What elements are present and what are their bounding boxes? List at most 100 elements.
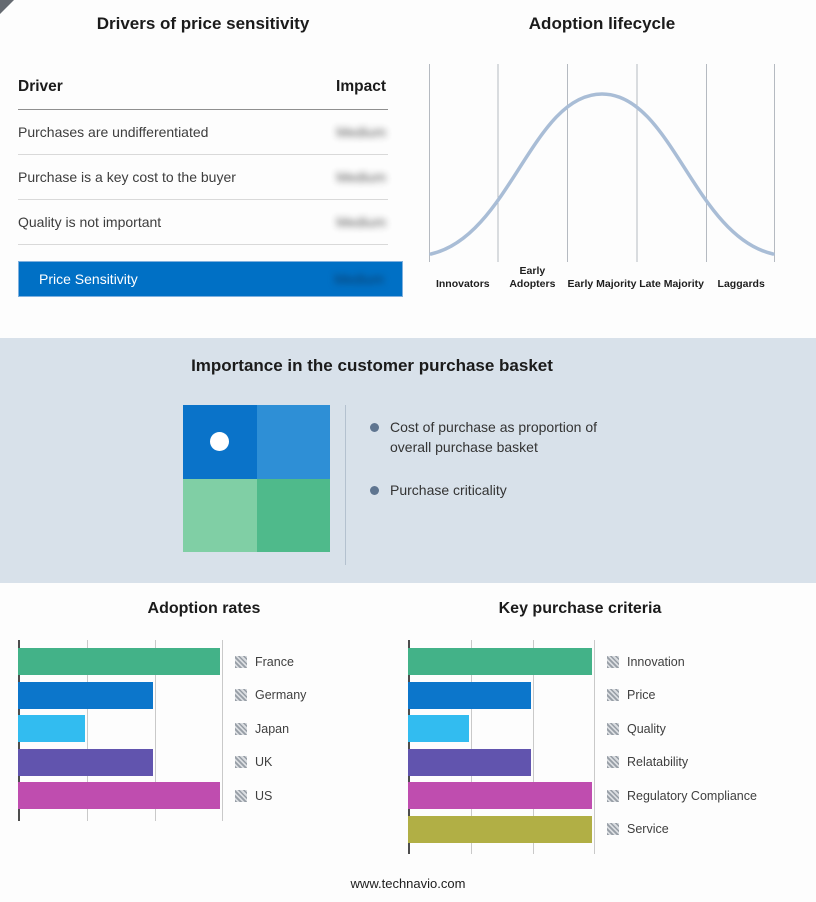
- bar-row: US: [18, 779, 390, 813]
- table-row: Purchase is a key cost to the buyer Medi…: [18, 155, 388, 200]
- legend-item: Innovation: [607, 655, 685, 669]
- driver-cell: Quality is not important: [18, 214, 162, 230]
- legend-swatch-icon: [235, 689, 247, 702]
- bar-row: Innovation: [408, 645, 812, 679]
- bell-curve: [429, 92, 775, 256]
- plot-area: Innovation Price Quality: [408, 638, 812, 854]
- legend-label: Service: [627, 822, 669, 837]
- quadrant-bottom-right: [256, 478, 330, 552]
- impact-value-blurred: Medium: [336, 214, 386, 230]
- key-purchase-criteria-chart: Key purchase criteria Innovation: [408, 600, 812, 854]
- bullet-icon: [370, 486, 379, 496]
- stage-label-late-majority: Late Majority: [639, 277, 704, 290]
- driver-column-header: Driver: [18, 78, 63, 95]
- bar-quality: [408, 715, 470, 743]
- corner-fold-decoration: [0, 0, 14, 14]
- stage-label-innovators: Innovators: [435, 277, 490, 290]
- lifecycle-panel-title: Adoption lifecycle: [528, 14, 676, 33]
- impact-value-blurred: Medium: [334, 271, 384, 287]
- legend-swatch-icon: [235, 756, 247, 769]
- gridline: [222, 640, 223, 821]
- stage-label-early-majority: Early Majority: [567, 277, 637, 290]
- legend-label: Regulatory Compliance: [627, 788, 757, 803]
- legend-item: Relatability: [607, 755, 688, 769]
- legend-swatch-icon: [607, 756, 619, 769]
- list-item: Purchase criticality: [370, 481, 642, 501]
- legend-label: Germany: [255, 688, 307, 703]
- bar-innovation: [408, 648, 592, 676]
- driver-cell: Purchase is a key cost to the buyer: [18, 169, 236, 185]
- bar-row: Regulatory Compliance: [408, 779, 812, 813]
- bar-uk: [18, 748, 153, 776]
- legend-label: US: [255, 788, 273, 803]
- legend-label: Innovation: [627, 654, 685, 669]
- legend-swatch-icon: [607, 789, 619, 802]
- bar-japan: [18, 715, 86, 743]
- bar-us: [18, 782, 220, 810]
- bar-row: France: [18, 645, 390, 679]
- table-row: Quality is not important Medium: [18, 200, 388, 245]
- list-item: Cost of purchase as proportion of overal…: [370, 418, 642, 457]
- plot-background: [408, 640, 595, 854]
- drivers-of-price-sensitivity-panel: Drivers of price sensitivity Driver Impa…: [18, 14, 403, 297]
- legend-item: Germany: [235, 688, 306, 702]
- bar-row: Service: [408, 813, 812, 847]
- basket-bullet-list: Cost of purchase as proportion of overal…: [370, 418, 642, 525]
- legend-label: Relatability: [627, 755, 689, 770]
- gridline: [471, 640, 473, 854]
- gridline: [87, 640, 89, 821]
- price-sensitivity-label: Price Sensitivity: [39, 271, 138, 287]
- legend-swatch-icon: [607, 689, 619, 702]
- legend-label: Price: [627, 688, 656, 703]
- gridline: [532, 640, 534, 854]
- impact-value-blurred: Medium: [336, 124, 386, 140]
- bar-row: Japan: [18, 712, 390, 746]
- legend-item: Japan: [235, 722, 289, 736]
- gridline: [154, 640, 156, 821]
- bar-row: Price: [408, 679, 812, 713]
- legend-label: Quality: [627, 721, 666, 736]
- plot-area: France Germany Japan: [18, 638, 390, 821]
- bar-germany: [18, 681, 153, 709]
- gridline: [594, 640, 595, 854]
- drivers-panel-title: Drivers of price sensitivity: [96, 14, 310, 33]
- legend-label: France: [255, 654, 294, 669]
- legend-swatch-icon: [235, 655, 247, 668]
- drivers-table-header: Driver Impact: [18, 78, 388, 110]
- legend-swatch-icon: [607, 655, 619, 668]
- legend-label: Japan: [255, 721, 290, 736]
- lifecycle-gridlines: [429, 64, 775, 262]
- adoption-lifecycle-chart: [429, 64, 775, 262]
- bar-service: [408, 815, 592, 843]
- quadrant-marker-icon: [210, 432, 229, 451]
- legend-swatch-icon: [235, 789, 247, 802]
- quadrant-top-right: [256, 405, 330, 479]
- purchase-basket-band: Importance in the customer purchase bask…: [0, 338, 816, 583]
- chart-title: Adoption rates: [147, 600, 261, 617]
- legend-label: UK: [255, 755, 273, 770]
- quadrant-bottom-left: [183, 478, 257, 552]
- bullet-text: Purchase criticality: [390, 482, 507, 499]
- bar-rows: France Germany Japan: [18, 645, 390, 813]
- basket-title: Importance in the customer purchase bask…: [191, 356, 553, 375]
- legend-swatch-icon: [607, 823, 619, 836]
- impact-column-header: Impact: [336, 78, 386, 95]
- stage-label-early-adopters: Early Adopters: [509, 264, 556, 290]
- legend-item: Price: [607, 688, 655, 702]
- bar-relatability: [408, 748, 531, 776]
- legend-item: Regulatory Compliance: [607, 789, 757, 803]
- driver-cell: Purchases are undifferentiated: [18, 124, 209, 140]
- website-url: www.technavio.com: [350, 876, 466, 891]
- chart-title: Key purchase criteria: [498, 600, 662, 617]
- legend-item: UK: [235, 755, 272, 769]
- bar-price: [408, 681, 531, 709]
- bar-rows: Innovation Price Quality: [408, 645, 812, 846]
- legend-item: France: [235, 655, 294, 669]
- bullet-text: Cost of purchase as proportion of overal…: [390, 419, 598, 455]
- legend-swatch-icon: [235, 722, 247, 735]
- bar-row: Quality: [408, 712, 812, 746]
- bar-france: [18, 648, 220, 676]
- legend-item: Service: [607, 822, 669, 836]
- legend-swatch-icon: [607, 722, 619, 735]
